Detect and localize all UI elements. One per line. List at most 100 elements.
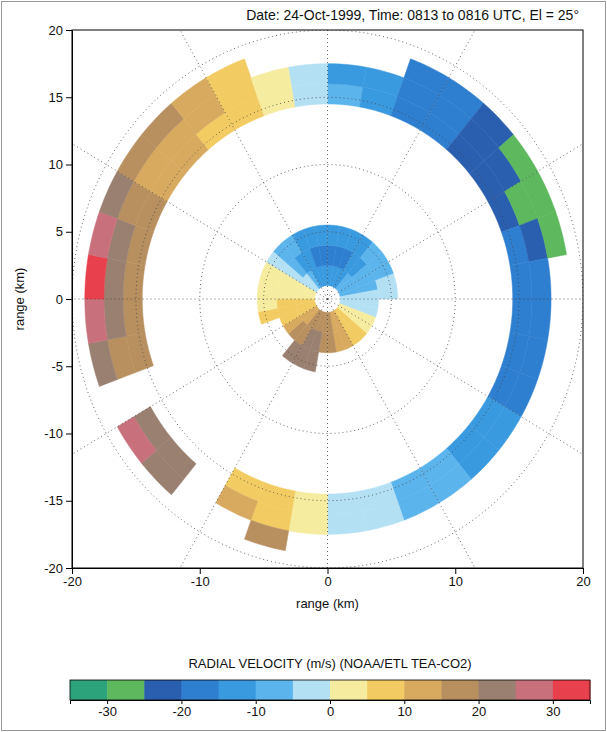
velocity-cell <box>322 265 328 285</box>
colorbar-tick: 20 <box>472 700 486 719</box>
velocity-cell <box>363 67 404 97</box>
colorbar-swatch <box>107 680 145 700</box>
x-tick-label: -10 <box>191 574 210 589</box>
velocity-cell <box>538 212 567 259</box>
azimuth-line <box>328 299 584 568</box>
y-tick: 5 <box>56 224 72 239</box>
y-tick: -10 <box>44 426 72 441</box>
colorbar-tick-label: 20 <box>472 704 486 719</box>
colorbar-axis: -30-20-100102030 <box>71 700 591 719</box>
velocity-cell <box>499 135 538 182</box>
azimuth-line <box>328 299 584 300</box>
colorbar-title: RADIAL VELOCITY (m/s) (NOAA/ETL TEA-CO2) <box>188 656 471 671</box>
colorbar-swatch <box>516 680 554 700</box>
velocity-cell <box>251 67 292 97</box>
velocity-cell <box>88 212 117 259</box>
velocity-cell <box>216 485 258 520</box>
velocity-cell <box>328 511 367 534</box>
azimuth-line <box>72 299 328 568</box>
colorbar-tick: -30 <box>98 700 117 719</box>
velocity-cell <box>104 299 126 340</box>
velocity-cell <box>378 286 398 299</box>
plot-frame <box>72 30 583 568</box>
y-tick-label: -15 <box>44 493 63 508</box>
colorbar-tick: 0 <box>327 700 334 719</box>
y-tick: 0 <box>56 292 72 307</box>
azimuth-line <box>327 299 328 568</box>
figure: -20-1001020-20-15-10-505101520range (km)… <box>0 0 607 732</box>
y-tick-mark <box>66 568 72 569</box>
y-axis-title: range (km) <box>12 268 27 331</box>
x-tick-label: 20 <box>576 574 590 589</box>
colorbar-tick-label: -20 <box>173 704 192 719</box>
velocity-cell <box>123 262 145 299</box>
colorbar-tick-label: -10 <box>247 704 266 719</box>
velocity-cell <box>292 84 327 107</box>
colorbar-tick-label: -30 <box>98 704 117 719</box>
colorbar-swatch <box>144 680 182 700</box>
velocity-cell <box>529 258 551 299</box>
y-tick-label: 20 <box>49 23 63 38</box>
colorbar-swatch <box>441 680 479 700</box>
colorbar-tick-label: 0 <box>327 704 334 719</box>
velocity-cell <box>315 225 327 246</box>
x-tick: 10 <box>449 568 463 589</box>
velocity-cell <box>171 78 215 119</box>
y-tick-label: 5 <box>56 224 63 239</box>
x-axis: -20 -10 0 10 20 <box>63 568 591 589</box>
velocity-cell <box>276 299 296 308</box>
polar-grid <box>72 30 583 568</box>
velocity-cell <box>340 293 359 299</box>
velocity-cell <box>529 299 551 340</box>
velocity-cell <box>289 511 328 534</box>
colorbar-tick: -10 <box>247 700 266 719</box>
velocity-cell <box>88 340 117 387</box>
x-axis-title: range (km) <box>296 596 359 611</box>
velocity-cell <box>328 332 337 353</box>
azimuth-line <box>328 30 584 299</box>
azimuth-line <box>328 30 584 299</box>
velocity-cell <box>328 64 367 87</box>
azimuth-line <box>72 30 328 299</box>
y-tick-label: 10 <box>49 157 63 172</box>
colorbar-swatch <box>219 680 257 700</box>
y-tick-label: -10 <box>44 426 63 441</box>
y-tick-mark <box>66 501 72 502</box>
velocity-cell <box>206 59 251 95</box>
x-tick: -10 <box>191 568 210 589</box>
azimuth-line <box>72 30 328 299</box>
velocity-cell <box>359 290 379 299</box>
velocity-cell <box>328 84 363 107</box>
velocity-cell <box>363 501 404 531</box>
y-tick-mark <box>66 232 72 233</box>
velocity-cell <box>257 299 277 312</box>
colorbar-swatch <box>293 680 331 700</box>
y-tick-label: 0 <box>56 292 63 307</box>
y-tick: 20 <box>49 23 72 38</box>
velocity-cell <box>292 491 327 514</box>
y-tick: 10 <box>49 157 72 172</box>
velocity-cell <box>520 336 548 379</box>
y-tick-label: -20 <box>44 561 63 576</box>
y-tick-mark <box>66 434 72 435</box>
plot-area <box>72 30 583 568</box>
colorbar-tick: 30 <box>546 700 560 719</box>
azimuth-line <box>72 299 328 568</box>
x-tick-mark <box>328 568 329 574</box>
colorbar-frame <box>70 680 590 700</box>
colorbar-swatch <box>330 680 368 700</box>
x-tick: -20 <box>63 568 82 589</box>
figure-frame <box>2 2 606 731</box>
y-tick-label: -5 <box>51 359 63 374</box>
velocity-cell <box>328 491 363 514</box>
y-tick: -5 <box>51 359 72 374</box>
x-tick-label: -20 <box>63 574 82 589</box>
velocity-cell <box>510 299 532 336</box>
chart-title: Date: 24-Oct-1999, Time: 0813 to 0816 UT… <box>246 7 579 23</box>
x-tick: 0 <box>324 568 331 589</box>
y-tick: -20 <box>44 561 72 576</box>
velocity-cell <box>296 299 315 305</box>
x-tick-label: 10 <box>449 574 463 589</box>
colorbar <box>70 680 591 700</box>
y-tick-mark <box>66 165 72 166</box>
